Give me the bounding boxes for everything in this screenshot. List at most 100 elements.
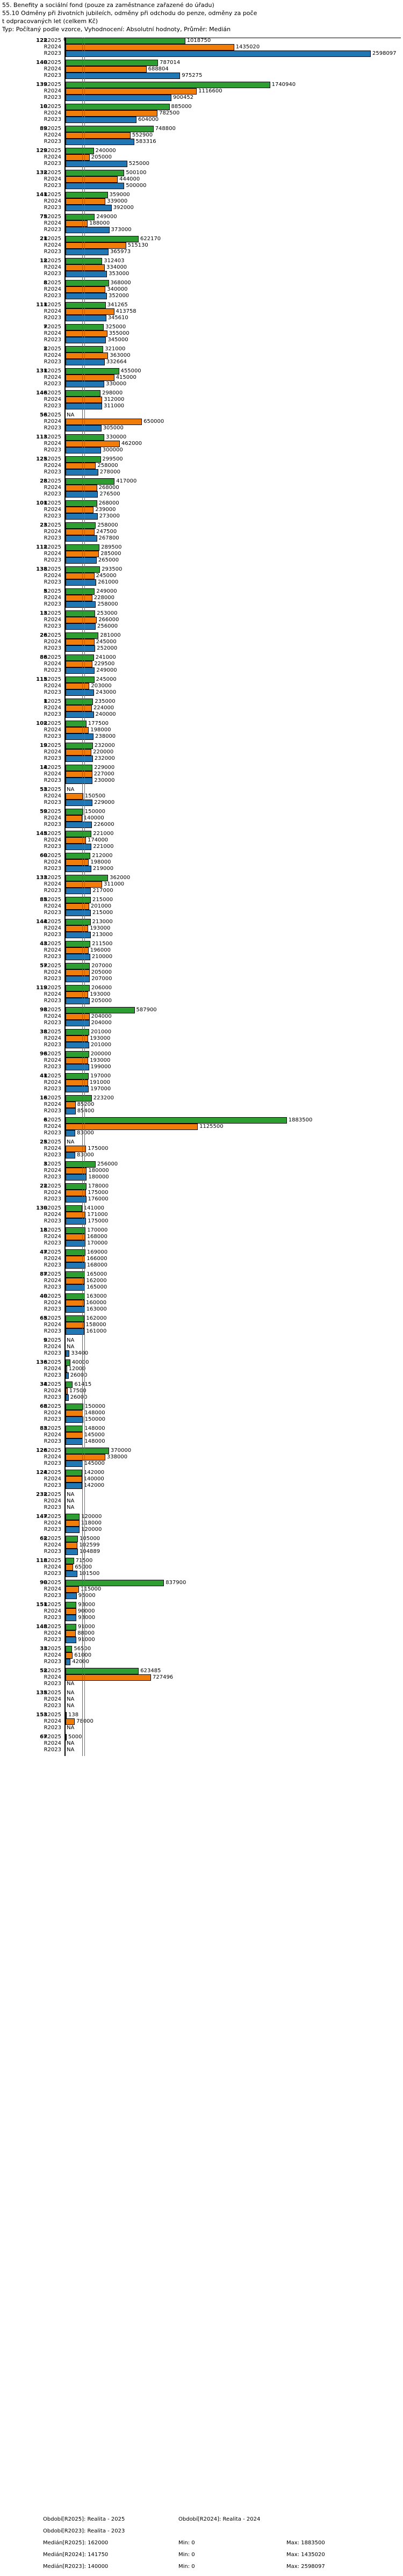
bar-r2025[interactable] <box>66 544 100 551</box>
bar-r2024[interactable] <box>66 1035 89 1042</box>
bar-r2025[interactable] <box>66 280 109 286</box>
bar-r2025[interactable] <box>66 1646 73 1652</box>
bar-r2024[interactable] <box>66 793 83 800</box>
bar-r2024[interactable] <box>66 463 96 469</box>
bar-r2025[interactable] <box>66 831 92 837</box>
bar-r2025[interactable] <box>66 148 94 154</box>
bar-r2025[interactable] <box>66 1514 80 1520</box>
bar-r2023[interactable] <box>66 117 136 123</box>
bar-r2025[interactable] <box>66 1249 85 1256</box>
bar-r2023[interactable] <box>66 293 107 299</box>
bar-r2024[interactable] <box>66 639 95 645</box>
bar-r2024[interactable] <box>66 595 92 601</box>
bar-r2025[interactable] <box>66 1426 83 1432</box>
bar-r2024[interactable] <box>66 375 114 381</box>
bar-r2024[interactable] <box>66 308 114 315</box>
bar-r2025[interactable] <box>66 699 93 705</box>
bar-r2025[interactable] <box>66 1205 82 1212</box>
bar-r2025[interactable] <box>66 38 185 44</box>
bar-r2024[interactable] <box>66 1300 84 1306</box>
bar-r2023[interactable] <box>66 1416 83 1423</box>
bar-r2024[interactable] <box>66 1630 76 1637</box>
bar-r2023[interactable] <box>66 161 127 167</box>
bar-r2023[interactable] <box>66 249 109 255</box>
bar-r2023[interactable] <box>66 1108 76 1114</box>
bar-r2024[interactable] <box>66 1057 89 1064</box>
bar-r2024[interactable] <box>66 1432 83 1438</box>
bar-r2024[interactable] <box>66 1013 90 1020</box>
bar-r2025[interactable] <box>66 919 91 925</box>
bar-r2024[interactable] <box>66 837 86 844</box>
bar-r2024[interactable] <box>66 1652 73 1659</box>
bar-r2023[interactable] <box>66 271 107 277</box>
bar-r2025[interactable] <box>66 1602 77 1608</box>
bar-r2023[interactable] <box>66 1086 89 1092</box>
bar-r2023[interactable] <box>66 623 96 630</box>
bar-r2023[interactable] <box>66 1130 76 1136</box>
bar-r2025[interactable] <box>66 1448 109 1454</box>
bar-r2025[interactable] <box>66 1580 164 1586</box>
bar-r2025[interactable] <box>66 1161 96 1168</box>
bar-r2024[interactable] <box>66 1190 87 1196</box>
bar-r2023[interactable] <box>66 579 97 586</box>
bar-r2025[interactable] <box>66 456 101 463</box>
bar-r2023[interactable] <box>66 601 96 608</box>
bar-r2023[interactable] <box>66 73 181 79</box>
bar-r2024[interactable] <box>66 573 95 579</box>
bar-r2024[interactable] <box>66 1674 151 1681</box>
bar-r2025[interactable] <box>66 126 154 132</box>
bar-r2023[interactable] <box>66 403 102 409</box>
bar-r2025[interactable] <box>66 588 95 595</box>
bar-r2024[interactable] <box>66 44 234 51</box>
bar-r2025[interactable] <box>66 258 103 264</box>
bar-r2023[interactable] <box>66 733 93 740</box>
bar-r2023[interactable] <box>66 954 90 960</box>
bar-r2025[interactable] <box>66 104 170 110</box>
bar-r2023[interactable] <box>66 844 92 850</box>
bar-r2023[interactable] <box>66 535 97 542</box>
bar-r2024[interactable] <box>66 1212 86 1218</box>
bar-r2023[interactable] <box>66 755 93 762</box>
bar-r2025[interactable] <box>66 192 108 198</box>
bar-r2025[interactable] <box>66 1293 85 1300</box>
bar-r2025[interactable] <box>66 985 90 991</box>
bar-r2023[interactable] <box>66 1350 70 1357</box>
bar-r2024[interactable] <box>66 1520 80 1527</box>
bar-r2024[interactable] <box>66 815 82 822</box>
bar-r2025[interactable] <box>66 1558 74 1564</box>
bar-r2023[interactable] <box>66 337 106 343</box>
bar-r2023[interactable] <box>66 800 93 806</box>
bar-r2023[interactable] <box>66 1615 77 1621</box>
bar-r2025[interactable] <box>66 1227 86 1234</box>
bar-r2024[interactable] <box>66 330 107 337</box>
bar-r2023[interactable] <box>66 491 98 498</box>
bar-r2023[interactable] <box>66 1637 76 1643</box>
bar-r2025[interactable] <box>66 1668 139 1674</box>
bar-r2024[interactable] <box>66 991 89 998</box>
bar-r2025[interactable] <box>66 368 119 375</box>
bar-r2023[interactable] <box>66 183 125 189</box>
bar-r2025[interactable] <box>66 478 115 485</box>
bar-r2025[interactable] <box>66 1536 78 1542</box>
bar-r2024[interactable] <box>66 771 92 778</box>
bar-r2024[interactable] <box>66 132 131 139</box>
bar-r2025[interactable] <box>66 82 270 88</box>
bar-r2025[interactable] <box>66 236 139 242</box>
bar-r2023[interactable] <box>66 645 96 652</box>
bar-r2023[interactable] <box>66 1064 89 1070</box>
bar-r2025[interactable] <box>66 963 90 969</box>
bar-r2024[interactable] <box>66 749 92 755</box>
bar-r2025[interactable] <box>66 1359 70 1366</box>
bar-r2025[interactable] <box>66 60 159 66</box>
bar-r2023[interactable] <box>66 932 91 938</box>
bar-r2025[interactable] <box>66 1624 76 1630</box>
bar-r2025[interactable] <box>66 522 96 529</box>
bar-r2025[interactable] <box>66 1381 73 1388</box>
bar-r2025[interactable] <box>66 1117 287 1124</box>
bar-r2023[interactable] <box>66 822 92 828</box>
bar-r2024[interactable] <box>66 110 158 117</box>
bar-r2024[interactable] <box>66 859 89 866</box>
bar-r2024[interactable] <box>66 1388 68 1394</box>
bar-r2024[interactable] <box>66 529 95 535</box>
bar-r2025[interactable] <box>66 390 101 397</box>
